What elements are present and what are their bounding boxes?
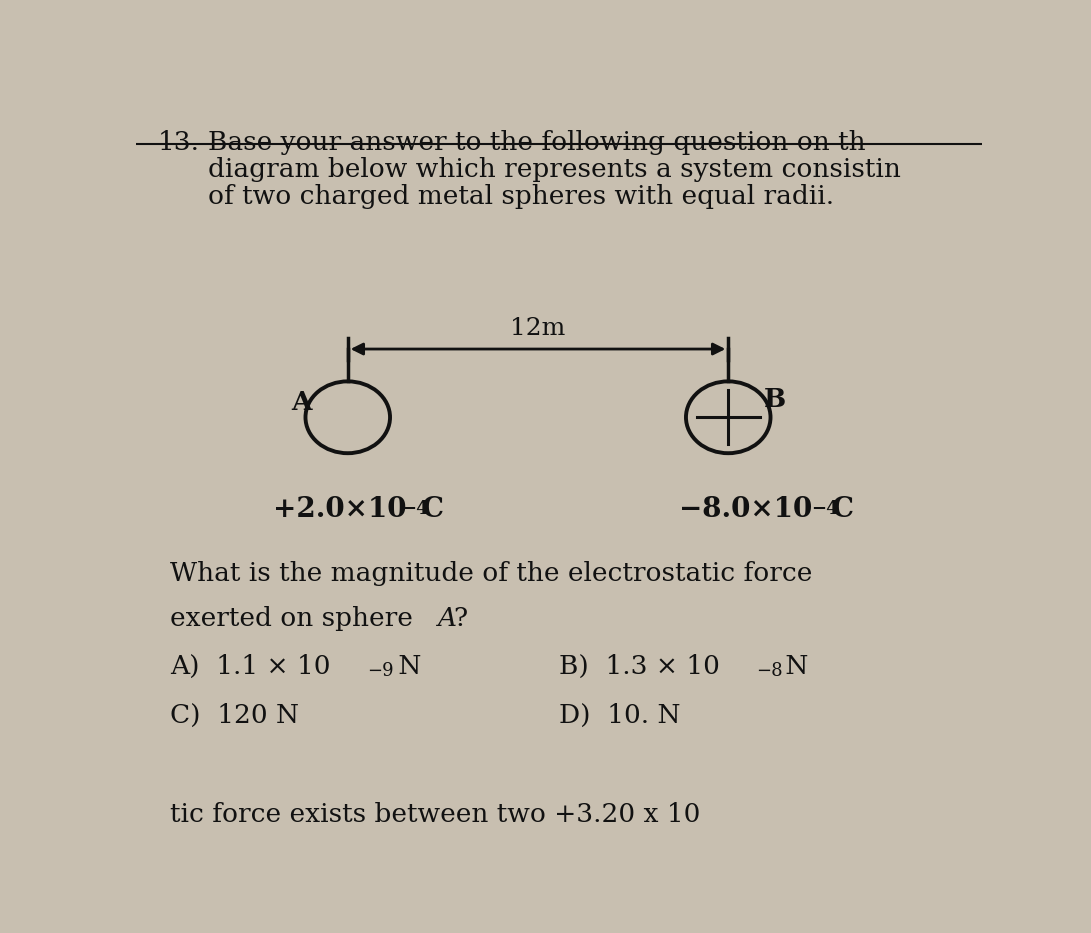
Text: C)  120 N: C) 120 N	[170, 703, 299, 729]
Text: diagram below which represents a system consistin: diagram below which represents a system …	[208, 157, 901, 182]
Text: A)  1.1 × 10: A) 1.1 × 10	[170, 654, 331, 679]
Text: C: C	[422, 496, 444, 523]
Text: ?: ?	[454, 606, 468, 631]
Text: of two charged metal spheres with equal radii.: of two charged metal spheres with equal …	[208, 184, 835, 209]
Text: tic force exists between two +3.20 x 10: tic force exists between two +3.20 x 10	[170, 801, 700, 827]
Text: 12m: 12m	[511, 317, 565, 341]
Text: N: N	[391, 654, 421, 679]
Text: B: B	[764, 387, 786, 411]
Text: C: C	[832, 496, 854, 523]
Text: A: A	[436, 606, 456, 631]
Text: −8: −8	[756, 661, 782, 679]
Text: −4: −4	[811, 500, 839, 518]
Text: exerted on sphere: exerted on sphere	[170, 606, 421, 631]
Text: A: A	[291, 390, 312, 415]
Text: N: N	[777, 654, 808, 679]
Text: +2.0×10: +2.0×10	[273, 496, 406, 523]
Text: −8.0×10: −8.0×10	[679, 496, 812, 523]
Text: 13.: 13.	[157, 130, 200, 155]
Text: −4: −4	[401, 500, 429, 518]
Text: −9: −9	[368, 661, 394, 679]
Text: What is the magnitude of the electrostatic force: What is the magnitude of the electrostat…	[170, 561, 813, 586]
Text: B)  1.3 × 10: B) 1.3 × 10	[560, 654, 720, 679]
Text: D)  10. N: D) 10. N	[560, 703, 681, 729]
Text: Base your answer to the following question on th: Base your answer to the following questi…	[208, 130, 866, 155]
